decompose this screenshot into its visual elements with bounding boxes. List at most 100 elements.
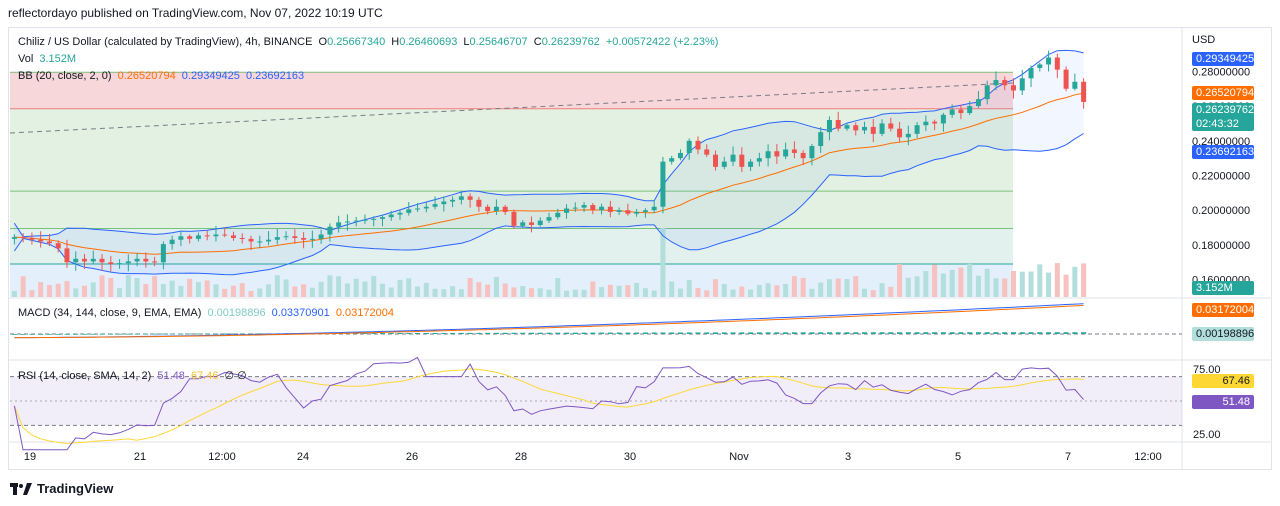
candle-body (301, 237, 307, 240)
macd-hist-bar (1037, 332, 1043, 334)
candle-body (791, 149, 797, 153)
macd-hist-bar (46, 333, 52, 335)
macd-hist-bar (1011, 332, 1017, 334)
candle-body (169, 239, 175, 245)
macd-hist-bar (765, 332, 771, 334)
macd-hist-bar (353, 333, 359, 334)
candle-body (599, 206, 605, 211)
volume-bar (914, 276, 920, 297)
candle-body (388, 214, 394, 218)
currency-label: USD (1192, 34, 1216, 46)
bb-basis-line (14, 92, 1084, 255)
candle-body (520, 222, 526, 226)
volume-bar (257, 288, 263, 297)
volume-bars (11, 227, 1087, 297)
volume-value: 3.152M (39, 53, 77, 65)
candle-body (932, 121, 938, 124)
volume-bar (590, 281, 596, 297)
volume-bar (336, 276, 342, 297)
volume-bar (809, 288, 815, 297)
rsi-sma-tag: 67.46 (1192, 374, 1254, 388)
time-tick: 30 (624, 451, 636, 463)
macd-hist-bar (248, 333, 254, 335)
candle-body (555, 212, 561, 218)
bb-basis-tag: 0.26520794 (1192, 86, 1254, 100)
volume-bar (371, 276, 377, 297)
volume-bar (651, 290, 657, 297)
low-label: L (463, 36, 470, 48)
volume-bar (607, 284, 613, 297)
macd-hist-bar (213, 333, 219, 335)
macd-hist-bar (879, 332, 885, 334)
macd-hist-bar (187, 333, 193, 335)
candle-body (581, 205, 587, 208)
volume-bar (213, 284, 219, 297)
volume-bar (853, 276, 859, 297)
macd-hist-bar (853, 332, 859, 334)
candle-body (1046, 57, 1052, 65)
macd-hist-bar (38, 333, 44, 335)
volume-bar (90, 282, 96, 297)
time-tick: 12:00 (208, 451, 236, 463)
publish-info: reflectordayo published on TradingView.c… (8, 6, 383, 20)
macd-hist-bar (888, 332, 894, 334)
chart-frame (8, 27, 1272, 470)
candle-body (651, 206, 657, 211)
macd-hist-bar (607, 332, 613, 334)
candle-body (327, 226, 333, 235)
macd-hist-bar (704, 332, 710, 334)
candle-body (704, 149, 710, 155)
candle-body (73, 258, 79, 263)
candle-body (493, 206, 499, 212)
macd-hist-bar (818, 332, 824, 334)
volume-bar (292, 286, 298, 297)
candle-body (993, 80, 999, 86)
candle-body (152, 261, 158, 263)
macd-hist-bar (844, 332, 850, 334)
candle-body (467, 196, 473, 200)
macd-hist-bar (467, 332, 473, 334)
candle-body (292, 236, 298, 238)
volume-bar (38, 282, 44, 297)
bollinger-bands (13, 49, 1084, 276)
open-value: 0.25667340 (327, 36, 386, 48)
volume-bar (195, 282, 201, 297)
candle-body (940, 114, 946, 124)
macd-hist-bar (11, 334, 17, 335)
macd-signal-line (14, 305, 1084, 339)
volume-bar (897, 264, 903, 297)
macd-hist-bar (108, 333, 114, 335)
candle-body (669, 158, 675, 162)
volume-bar (572, 289, 578, 297)
candle-body (844, 125, 850, 129)
volume-bar (379, 283, 385, 297)
candle-body (239, 237, 245, 239)
macd-hist-bar (1081, 332, 1087, 334)
candle-body (11, 237, 17, 239)
candle-body (248, 238, 254, 242)
macd-hist-bar (686, 332, 692, 334)
macd-hist-bar (940, 332, 946, 334)
volume-bar (949, 269, 955, 297)
volume-bar (143, 283, 149, 297)
volume-bar (862, 288, 868, 297)
volume-bar (467, 278, 473, 297)
volume-bar (520, 286, 526, 297)
macd-hist-bar (905, 332, 911, 334)
close-label: C (533, 36, 542, 48)
volume-bar (169, 280, 175, 297)
macd-hist-bar (195, 333, 201, 335)
bb-upper-line (13, 49, 1084, 238)
bb-lower-tag: 0.23692163 (1192, 145, 1254, 159)
candle-body (1063, 69, 1069, 89)
volume-bar (537, 288, 543, 297)
tradingview-logo[interactable]: TradingView (10, 481, 113, 496)
high-value: 0.26460693 (399, 36, 458, 48)
candle-body (686, 140, 692, 153)
macd-hist-bar (599, 332, 605, 334)
volume-bar (599, 287, 605, 297)
price-tick: 0.22000000 (1192, 171, 1250, 183)
candle-body (415, 208, 421, 210)
candle-body (590, 205, 596, 211)
